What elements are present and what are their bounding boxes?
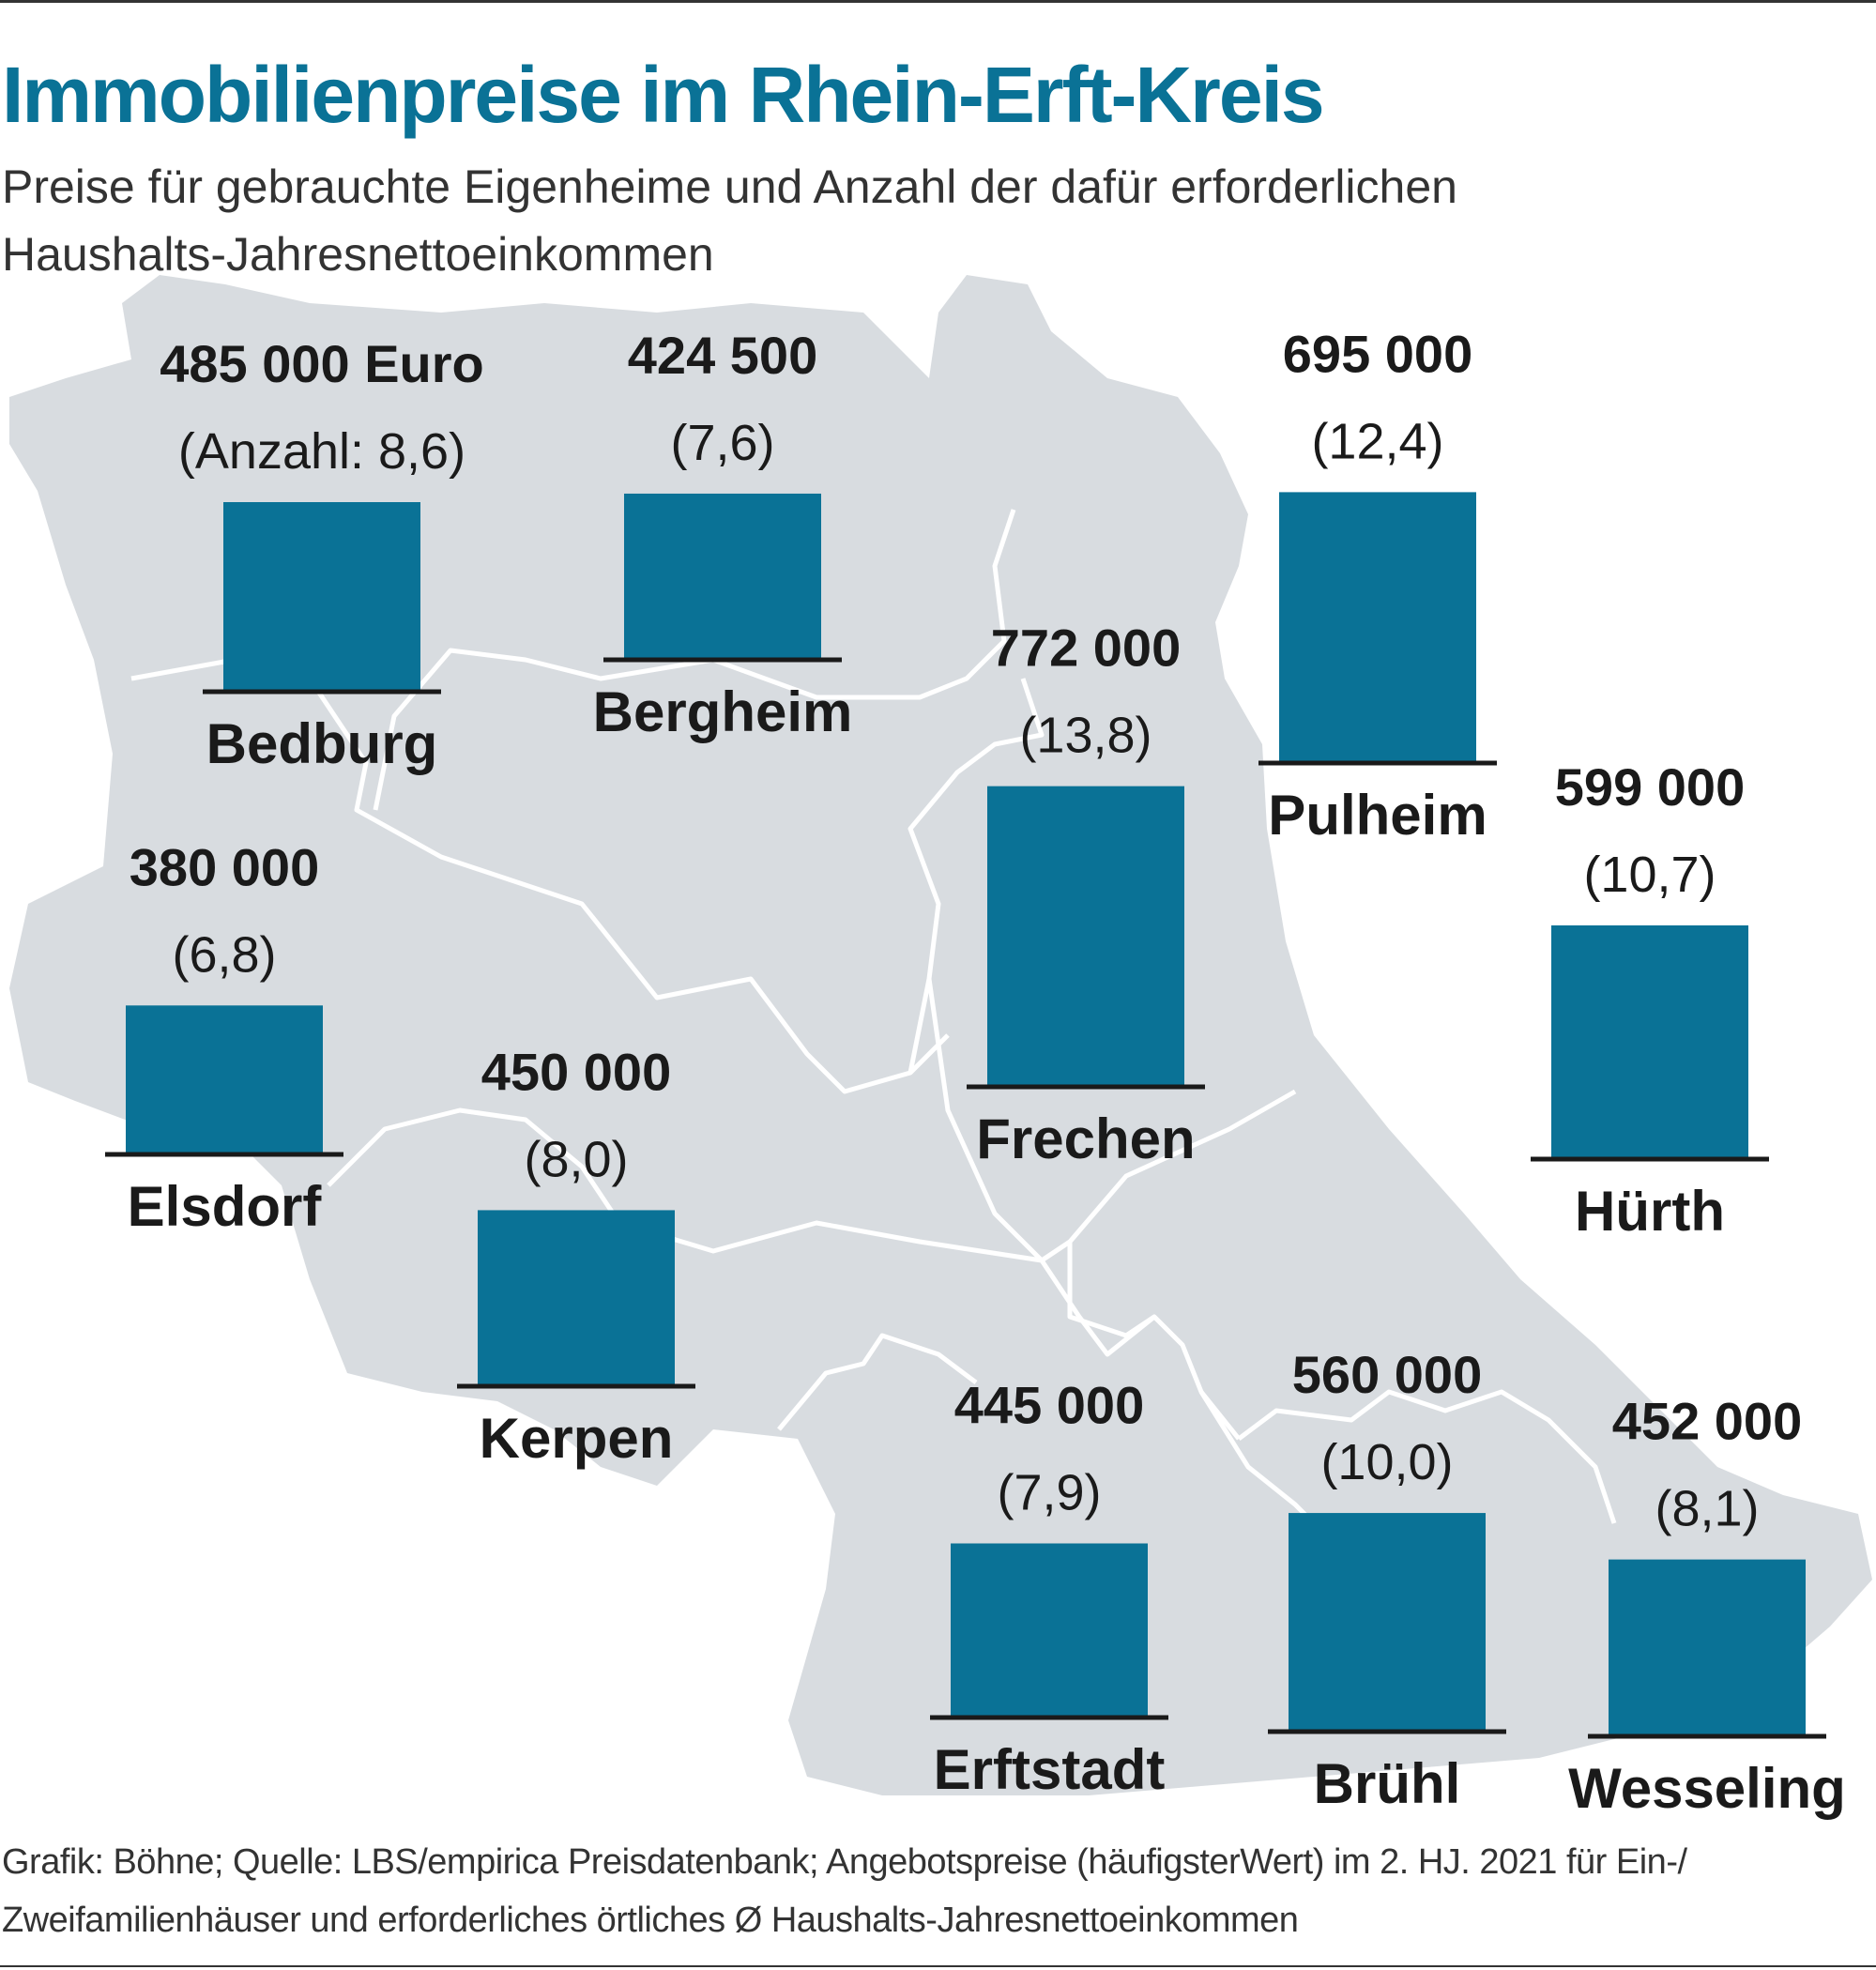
map-border (1067, 1242, 1156, 1338)
value-label: 445 000 (954, 1375, 1144, 1434)
category-label: Pulheim (1268, 784, 1487, 847)
map-border (1237, 1389, 1617, 1524)
ratio-label: (8,0) (524, 1131, 628, 1187)
bar (624, 493, 821, 658)
bar (951, 1543, 1148, 1716)
value-label: 450 000 (481, 1042, 671, 1101)
value-label: 424 500 (628, 326, 817, 385)
bar (1279, 492, 1476, 761)
value-label: 695 000 (1283, 324, 1472, 383)
category-label: Frechen (976, 1107, 1195, 1170)
ratio-label: (Anzahl: 8,6) (178, 423, 465, 480)
ratio-label: (10,0) (1320, 1434, 1453, 1490)
ratio-label: (8,1) (1655, 1481, 1759, 1537)
category-label: Wesseling (1568, 1757, 1846, 1820)
ratio-label: (10,7) (1583, 847, 1716, 903)
category-label: Bedburg (206, 712, 438, 775)
value-label: 560 000 (1292, 1345, 1482, 1404)
ratio-label: (13,8) (1019, 708, 1152, 764)
category-label: Erftstadt (934, 1738, 1166, 1801)
map-border (373, 509, 1016, 811)
ratio-label: (12,4) (1311, 413, 1443, 469)
bar (478, 1210, 675, 1384)
bar (987, 786, 1184, 1085)
map-border (926, 978, 1297, 1263)
bar (1551, 924, 1748, 1157)
category-label: Elsdorf (128, 1175, 323, 1238)
bar (1289, 1513, 1486, 1730)
bar (1609, 1559, 1806, 1734)
category-label: Brühl (1314, 1752, 1461, 1815)
value-label: 452 000 (1612, 1392, 1802, 1451)
category-label: Bergheim (593, 680, 853, 743)
map-bar-chart: (Anzahl: 8,6) 485 000 Euro Bedburg (7,6) 424… (9, 275, 1872, 1820)
value-label: 772 000 (991, 618, 1181, 678)
category-label: Kerpen (480, 1407, 674, 1470)
chart-subtitle: Preise für gebrauchte Eigenheime und Anz… (2, 160, 1457, 281)
value-label: 599 000 (1555, 757, 1745, 817)
bar (223, 502, 420, 690)
ratio-label: (7,6) (670, 415, 774, 471)
chart-title: Immobilienpreise im Rhein-Erft-Kreis (2, 51, 1325, 139)
ratio-label: (6,8) (172, 926, 276, 983)
ratio-label: (7,9) (997, 1464, 1101, 1520)
map-border (907, 678, 1045, 1074)
bar (126, 1005, 323, 1153)
map-border (777, 1333, 978, 1431)
value-label: 485 000 Euro (160, 334, 484, 393)
map-border (327, 1107, 1241, 1441)
category-label: Hürth (1575, 1180, 1725, 1243)
source-note: Grafik: Böhne; Quelle: LBS/empirica Prei… (2, 1842, 1687, 1940)
value-label: 380 000 (130, 837, 319, 896)
